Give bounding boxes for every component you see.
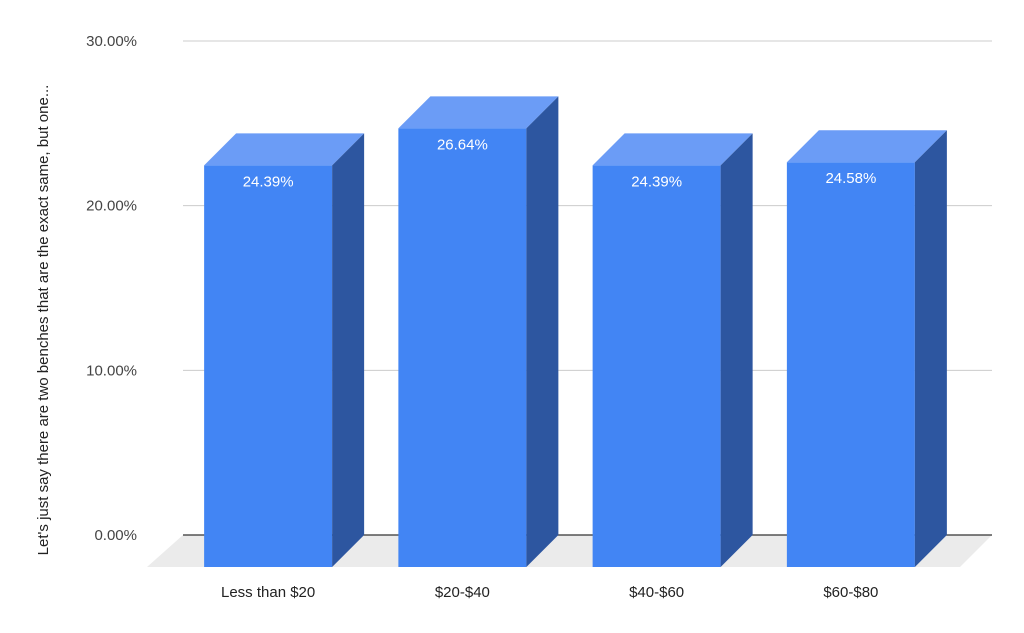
bar-front: [592, 165, 721, 568]
data-label: 24.39%: [631, 173, 682, 190]
y-tick-label: 20.00%: [86, 198, 137, 215]
bar: 24.58%: [786, 130, 947, 567]
bar-side: [914, 130, 947, 567]
bar-side: [526, 96, 559, 567]
chart-floor-layer: [147, 535, 992, 567]
x-category-label: $40-$60: [629, 584, 684, 601]
x-category-label: $20-$40: [435, 584, 490, 601]
y-tick-label: 10.00%: [86, 362, 137, 379]
bar-top: [786, 130, 947, 163]
bar-side: [720, 133, 753, 568]
bar-side: [332, 133, 365, 568]
bar: 26.64%: [398, 96, 559, 567]
y-axis-ticks: 0.00% 10.00% 20.00% 30.00%: [86, 33, 137, 544]
x-category-label: Less than $20: [221, 584, 315, 601]
data-label: 24.39%: [243, 173, 294, 190]
y-tick-label: 0.00%: [94, 527, 137, 544]
y-axis-title: Let's just say there are two benches tha…: [35, 85, 52, 556]
bar-front: [786, 162, 915, 567]
bar-top: [398, 96, 559, 129]
x-axis-categories: Less than $20 $20-$40 $40-$60 $60-$80: [221, 584, 878, 601]
chart-floor: [147, 535, 992, 567]
y-tick-label: 30.00%: [86, 33, 137, 50]
bar: 24.39%: [204, 133, 365, 568]
bar-front: [398, 128, 527, 567]
bar-front: [204, 165, 333, 568]
data-label: 26.64%: [437, 136, 488, 153]
bar-top: [204, 133, 365, 166]
bar: 24.39%: [592, 133, 753, 568]
x-category-label: $60-$80: [823, 584, 878, 601]
bars: 24.39% 26.64% 24.39% 24.58%: [204, 96, 947, 568]
data-label: 24.58%: [825, 170, 876, 187]
bar-top: [592, 133, 753, 166]
